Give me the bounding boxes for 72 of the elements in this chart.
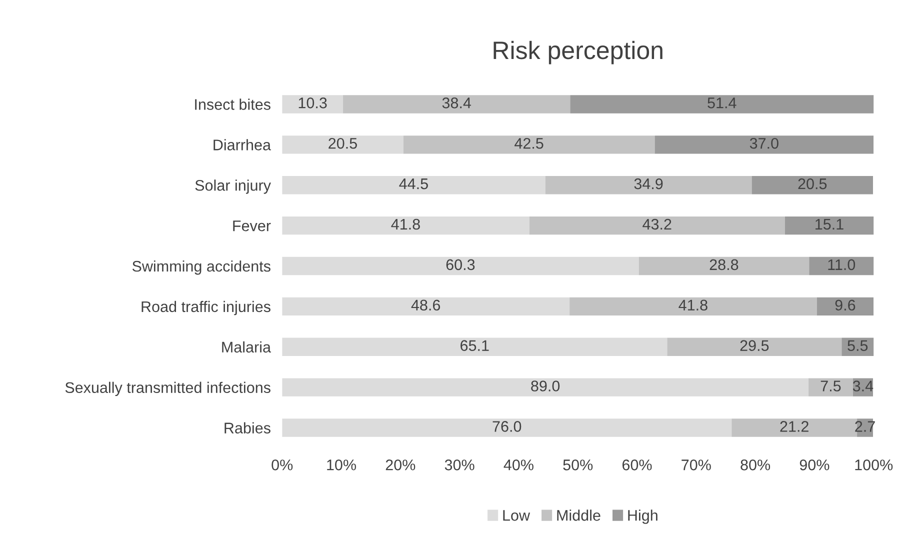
x-tick-label: 50% — [563, 460, 593, 470]
bar — [282, 176, 546, 194]
x-tick-label: 60% — [622, 460, 652, 470]
data-label: 11.0 — [828, 259, 856, 270]
data-label: 43.2 — [642, 218, 672, 230]
data-label: 41.8 — [391, 218, 420, 230]
bar — [667, 338, 842, 356]
x-tick-label: 30% — [444, 460, 474, 470]
y-tick-label: Insect bites — [195, 98, 270, 110]
bar — [282, 378, 809, 396]
data-label: 34.9 — [634, 178, 663, 190]
bar — [403, 136, 655, 154]
legend-label: High — [628, 510, 658, 524]
legend-label: Low — [503, 510, 530, 521]
data-label: 89.0 — [531, 380, 560, 392]
x-tick-label: 10% — [327, 460, 356, 470]
data-label: 42.5 — [514, 138, 544, 149]
bar — [282, 418, 732, 437]
y-tick-label: Solar injury — [195, 180, 271, 194]
data-label: 21.2 — [780, 421, 808, 432]
bar — [816, 297, 874, 316]
bar — [808, 378, 853, 396]
y-tick-label: Swimming accidents — [132, 260, 270, 275]
bar — [282, 297, 570, 316]
data-label: 5.5 — [848, 340, 868, 351]
bar — [282, 338, 668, 356]
data-label: 48.6 — [411, 300, 440, 311]
bar — [570, 297, 817, 316]
legend-label: Middle — [557, 510, 600, 521]
y-tick-label: Sexually transmitted infections — [65, 382, 270, 396]
data-label: 60.3 — [446, 259, 475, 270]
data-label: 76.0 — [492, 421, 522, 432]
data-label: 65.1 — [460, 340, 489, 351]
bar — [545, 176, 752, 194]
x-tick-label: 70% — [682, 460, 711, 470]
y-tick-label: Malaria — [222, 341, 271, 353]
data-label: 10.3 — [298, 98, 327, 108]
data-label: 41.8 — [678, 300, 708, 311]
x-tick-label: 90% — [800, 460, 830, 470]
bar — [638, 256, 810, 276]
data-label: 44.5 — [399, 178, 428, 190]
y-tick-label: Road traffic injuries — [142, 300, 270, 316]
data-label: 20.5 — [328, 138, 357, 149]
bar — [570, 95, 874, 114]
data-label: 51.4 — [708, 98, 736, 108]
data-label: 38.4 — [442, 98, 472, 108]
y-tick-label: Rabies — [224, 422, 270, 434]
chart-title: Risk perception — [494, 40, 662, 64]
data-label: 28.8 — [710, 259, 738, 270]
x-tick-label: 0% — [272, 460, 293, 470]
x-tick-label: 80% — [740, 460, 770, 470]
data-label: 7.5 — [820, 380, 841, 392]
x-tick-label: 20% — [386, 460, 416, 470]
bar — [654, 136, 874, 154]
x-tick-label: 40% — [504, 460, 534, 470]
bar — [282, 256, 639, 276]
bar — [282, 216, 530, 235]
bar — [343, 95, 570, 114]
data-label: 20.5 — [798, 178, 827, 190]
bar — [282, 136, 404, 154]
data-label: 29.5 — [740, 340, 769, 351]
data-label: 9.6 — [835, 300, 856, 311]
bar — [529, 216, 785, 235]
data-label: 37.0 — [750, 138, 778, 149]
data-label: 15.1 — [816, 218, 844, 230]
bar — [784, 216, 874, 235]
bar — [752, 176, 874, 194]
y-tick-label: Fever — [233, 220, 271, 232]
bar — [809, 256, 874, 276]
y-tick-label: Diarrhea — [214, 139, 271, 150]
x-tick-label: 100% — [855, 460, 893, 470]
bar — [282, 95, 344, 114]
